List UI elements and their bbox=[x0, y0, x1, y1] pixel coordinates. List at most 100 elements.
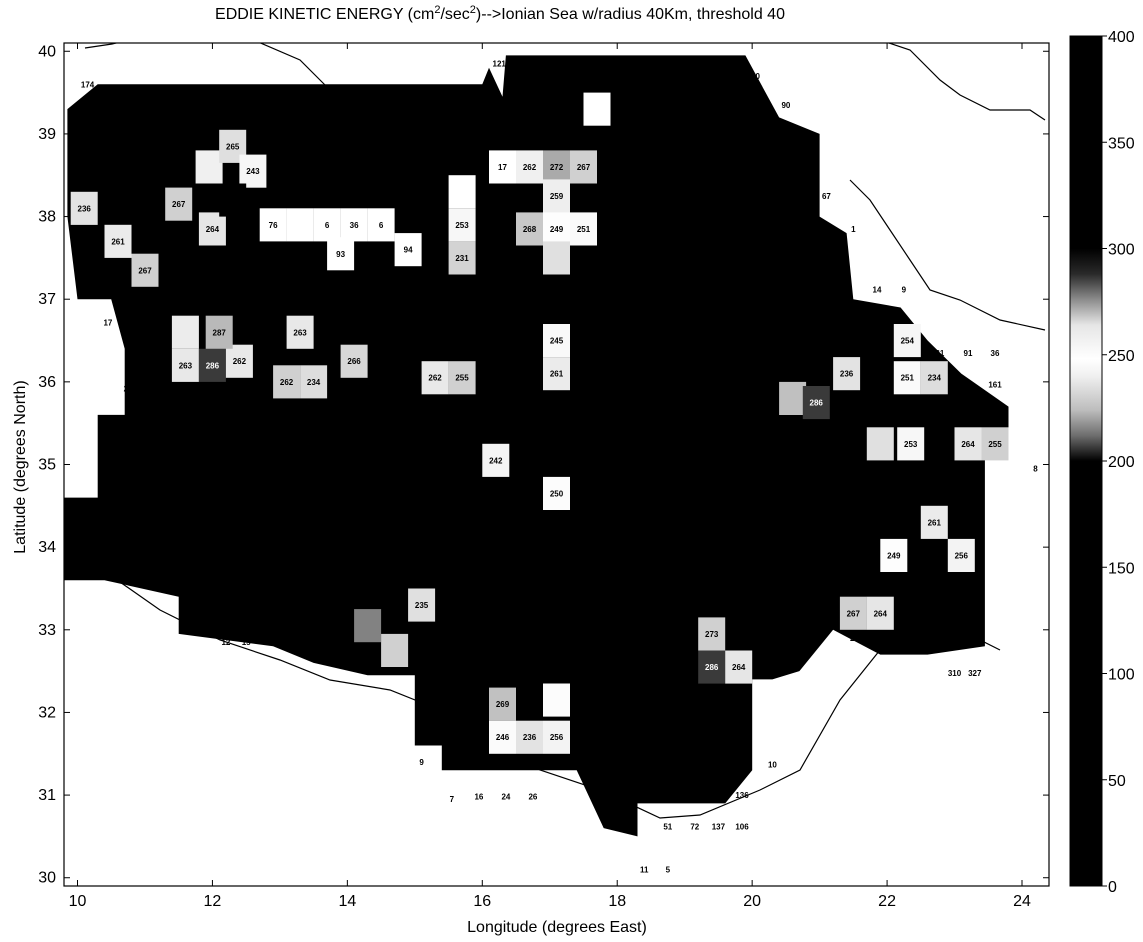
heatmap-cell bbox=[70, 191, 98, 225]
annotation-label: 77 bbox=[771, 663, 780, 672]
cell-value-label: 265 bbox=[226, 142, 240, 151]
annotation-label: 6 bbox=[622, 820, 627, 829]
heatmap-cell bbox=[947, 538, 975, 572]
colorbar-gradient bbox=[1069, 35, 1103, 887]
heatmap-cell bbox=[219, 183, 247, 217]
cell-value-label: 251 bbox=[577, 225, 591, 234]
cell-value-label: 236 bbox=[523, 733, 537, 742]
heatmap-cell bbox=[198, 212, 226, 246]
annotation-label: 17 bbox=[103, 318, 112, 327]
annotation-label: 14 bbox=[873, 285, 882, 294]
cell-value-label: 267 bbox=[172, 200, 186, 209]
heatmap-cell bbox=[225, 344, 253, 378]
y-tick-label: 40 bbox=[38, 43, 56, 60]
heatmap-cell bbox=[394, 233, 422, 267]
annotation-label: 26 bbox=[528, 793, 537, 802]
heatmap-cell bbox=[583, 92, 611, 126]
heatmap-cell bbox=[340, 344, 368, 378]
y-axis-label: Latitude (degrees North) bbox=[12, 380, 29, 553]
annotation-label: 16 bbox=[474, 793, 483, 802]
cell-value-label: 253 bbox=[455, 221, 469, 230]
annotation-label: 9 bbox=[419, 758, 424, 767]
heatmap-cell bbox=[920, 361, 948, 395]
heatmap-cell bbox=[802, 386, 830, 420]
colorbar-tick-label: 150 bbox=[1108, 560, 1135, 577]
y-tick-label: 32 bbox=[38, 704, 56, 721]
colorbar-tick-label: 50 bbox=[1108, 773, 1126, 790]
annotation-label: 106 bbox=[735, 823, 749, 832]
colorbar-ticks: 0 50 100 150 200 250 300 350 400 bbox=[1102, 29, 1135, 896]
annotation-label: 91 bbox=[964, 349, 973, 358]
annotation-label: 327 bbox=[968, 669, 982, 678]
heatmap-cell bbox=[205, 315, 233, 349]
annotation-label: 12 bbox=[221, 638, 230, 647]
cell-value-label: 264 bbox=[206, 225, 220, 234]
heatmap-cell bbox=[698, 617, 726, 651]
annotation-label: 51 bbox=[663, 823, 672, 832]
annotation-label: 621 bbox=[968, 620, 982, 629]
chart-title: EDDIE KINETIC ENERGY (cm2/sec2)-->Ionian… bbox=[215, 4, 785, 23]
colorbar-tick-label: 100 bbox=[1108, 667, 1135, 684]
heatmap-cell bbox=[893, 324, 921, 358]
cell-value-label: 249 bbox=[887, 551, 901, 560]
cell-value-label: 262 bbox=[523, 163, 537, 172]
heatmap-cell bbox=[543, 720, 570, 754]
x-tick-label: 12 bbox=[204, 893, 222, 910]
x-tick-label: 10 bbox=[69, 893, 87, 910]
cell-value-label: 250 bbox=[550, 489, 564, 498]
heatmap-cell bbox=[489, 687, 516, 721]
colorbar-tick-label: 250 bbox=[1108, 348, 1135, 365]
x-axis-label: Longitude (degrees East) bbox=[467, 919, 647, 936]
heatmap-cell bbox=[543, 324, 570, 358]
cell-value-label: 93 bbox=[336, 250, 345, 259]
annotation-label: 10 bbox=[130, 446, 139, 455]
colorbar-tick-label: 200 bbox=[1108, 454, 1135, 471]
x-tick-label: 24 bbox=[1013, 893, 1031, 910]
cell-value-label: 267 bbox=[138, 266, 152, 275]
cell-value-label: 242 bbox=[489, 456, 503, 465]
cell-value-label: 286 bbox=[810, 399, 824, 408]
heatmap-cell bbox=[408, 588, 436, 622]
y-tick-label: 39 bbox=[38, 126, 56, 143]
annotation-label: 7 bbox=[450, 795, 455, 804]
cell-value-label: 262 bbox=[233, 357, 247, 366]
annotation-label: 176 bbox=[918, 637, 932, 646]
annotation-label: 156 bbox=[341, 661, 355, 670]
y-tick-label: 33 bbox=[38, 622, 56, 639]
heatmap-cell bbox=[381, 633, 409, 667]
cell-value-label: 261 bbox=[550, 370, 564, 379]
heatmap-cell bbox=[866, 427, 894, 461]
heatmap-cell bbox=[448, 175, 476, 209]
cell-value-label: 263 bbox=[293, 328, 307, 337]
annotation-label: 24 bbox=[124, 385, 133, 394]
cell-value-label: 236 bbox=[840, 370, 854, 379]
x-axis-ticks: 10 12 14 16 18 20 22 24 bbox=[69, 43, 1031, 910]
annotation-label: 161 bbox=[931, 349, 945, 358]
heatmap-cell bbox=[421, 361, 449, 395]
cell-value-label: 235 bbox=[415, 601, 429, 610]
heatmap-cell bbox=[516, 212, 543, 246]
heatmap-cell bbox=[239, 154, 267, 188]
heatmap-cell bbox=[300, 365, 328, 399]
y-tick-label: 37 bbox=[38, 291, 56, 308]
x-tick-label: 14 bbox=[338, 893, 356, 910]
x-tick-label: 16 bbox=[473, 893, 491, 910]
colorbar-tick-label: 350 bbox=[1108, 135, 1135, 152]
heatmap-cell bbox=[286, 315, 314, 349]
cell-value-label: 253 bbox=[904, 440, 918, 449]
annotation-label: 136 bbox=[735, 791, 749, 800]
annotation-label: 5 bbox=[99, 471, 104, 480]
cell-value-label: 234 bbox=[307, 378, 321, 387]
cell-value-label: 251 bbox=[901, 374, 915, 383]
cell-value-label: 255 bbox=[988, 440, 1002, 449]
low-energy-region bbox=[64, 55, 1009, 837]
heatmap-cell bbox=[897, 427, 925, 461]
heatmap-cell bbox=[839, 596, 867, 630]
cell-value-label: 264 bbox=[732, 663, 746, 672]
cell-value-label: 243 bbox=[246, 167, 260, 176]
x-tick-label: 22 bbox=[878, 893, 896, 910]
cell-value-label: 263 bbox=[179, 361, 193, 370]
heatmap-cell bbox=[171, 348, 199, 382]
